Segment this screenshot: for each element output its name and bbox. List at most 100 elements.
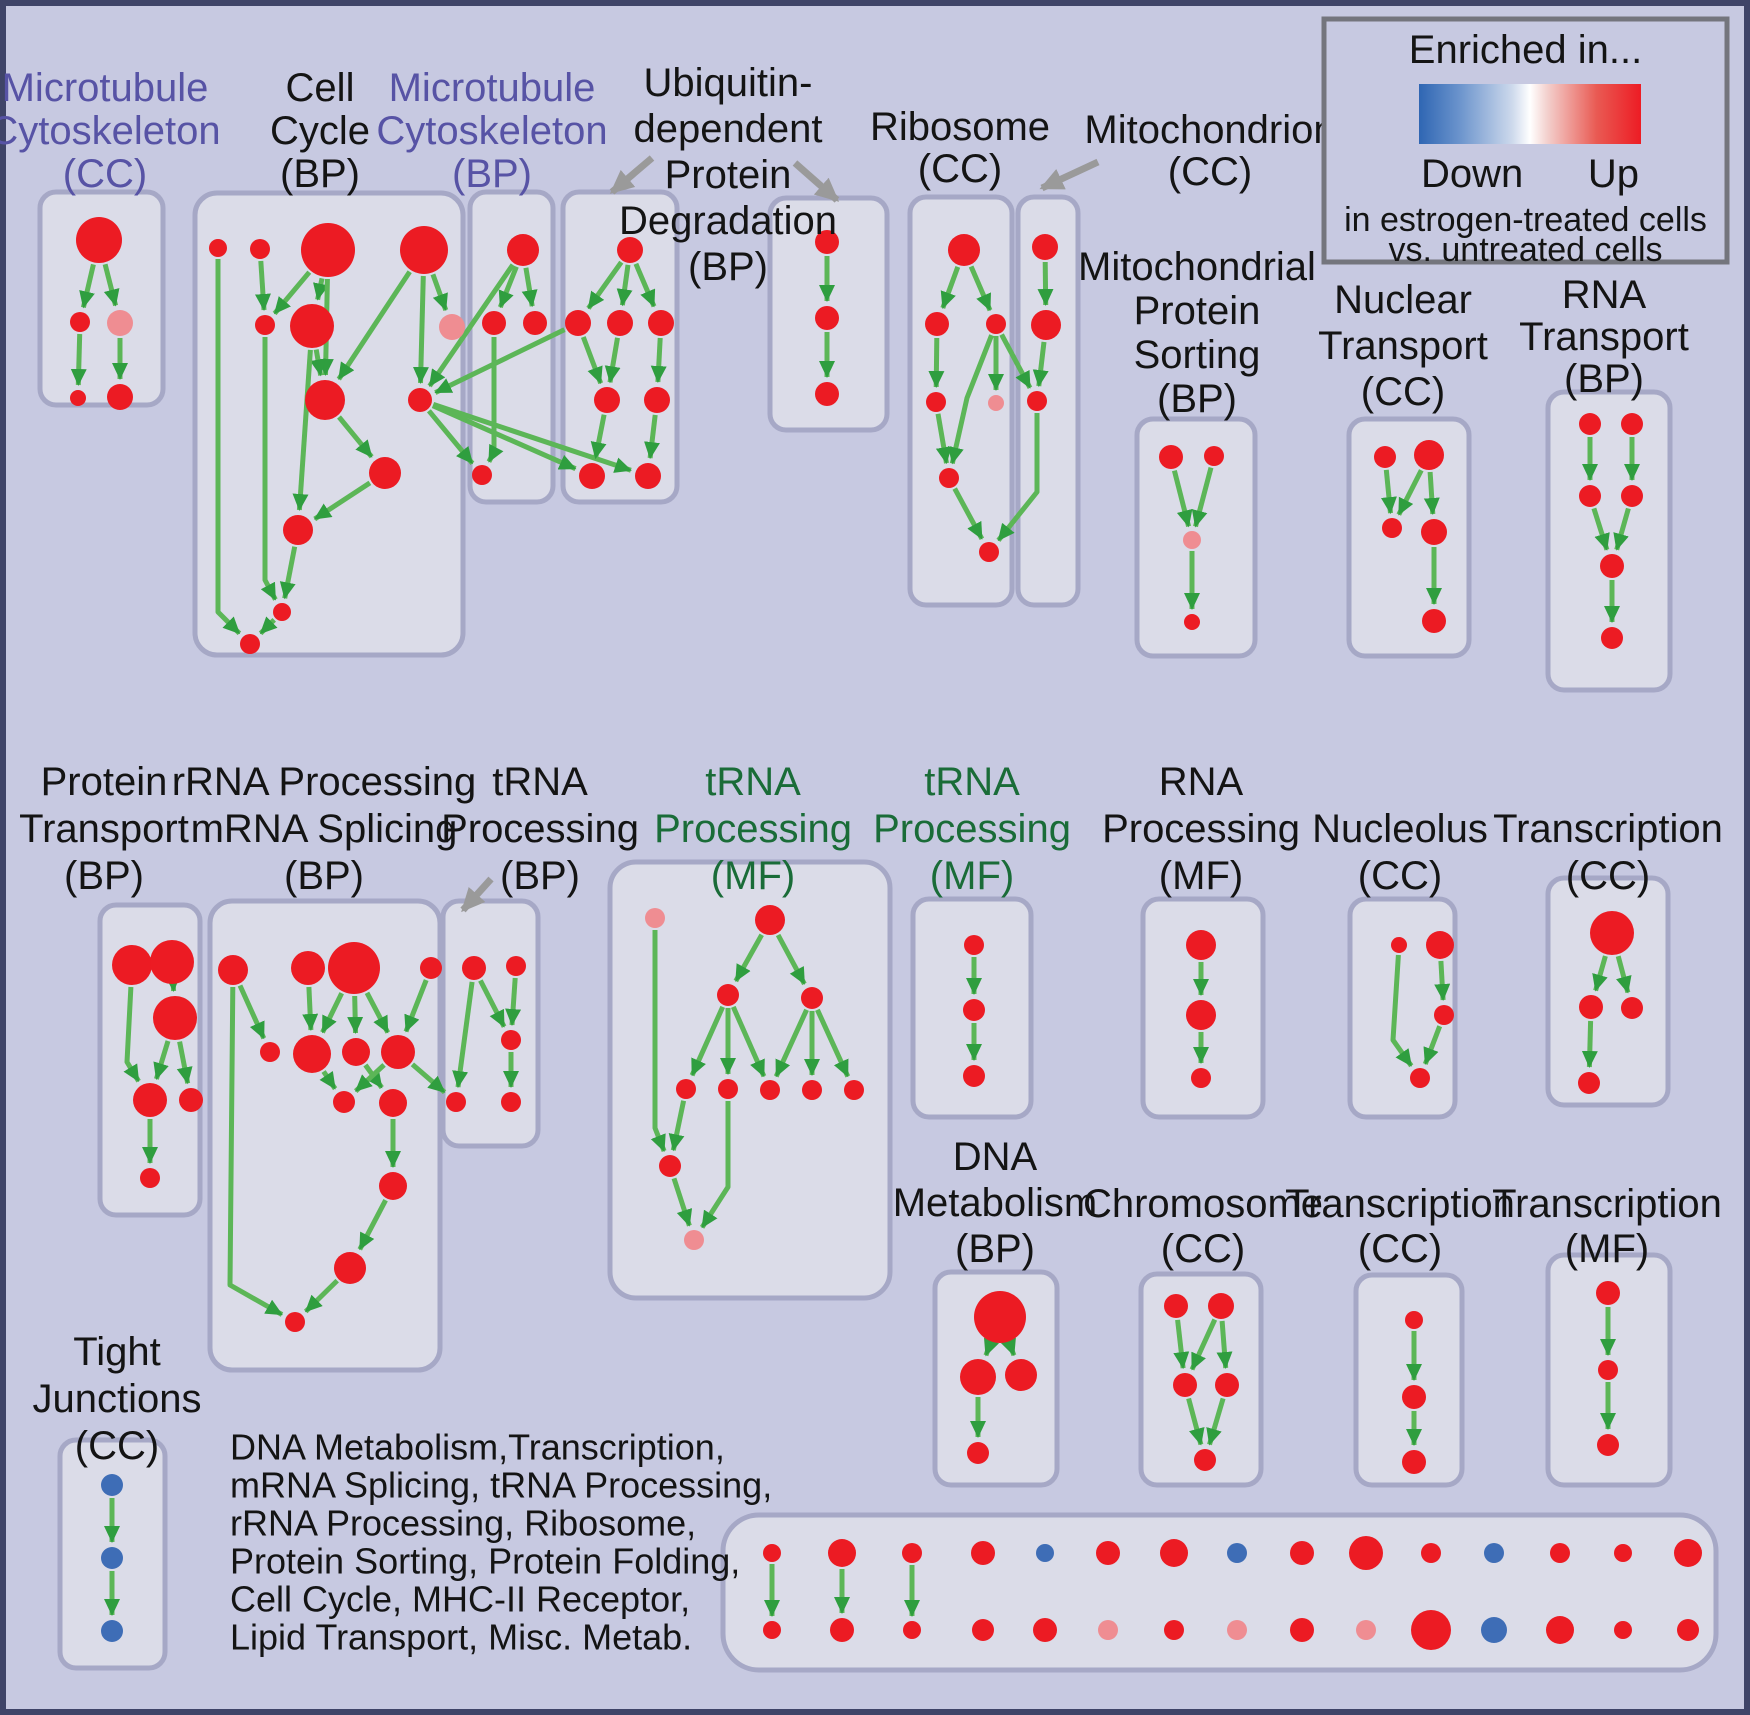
edge-chr3-chr5 <box>1186 1397 1205 1446</box>
label-chr-line1: Chromosome <box>1083 1182 1323 1226</box>
node-mit1 <box>1032 234 1058 260</box>
label-cc-line3: (BP) <box>280 152 360 196</box>
node-rpm2 <box>1186 1000 1216 1030</box>
label-nuct-line1: Nuclear <box>1334 278 1472 322</box>
legend-up-label: Up <box>1588 152 1639 196</box>
label-rib-line1: Ribosome <box>870 105 1050 149</box>
edge-tm1c-tm1g <box>731 1005 767 1078</box>
node-mtcc4 <box>70 390 86 406</box>
legend-gradient-bar <box>1419 84 1641 144</box>
node-mtbp3 <box>523 311 547 335</box>
edge-ubl2-cc9 <box>434 327 566 395</box>
node-chr5 <box>1194 1449 1216 1471</box>
label-tj-line3: (CC) <box>75 1424 159 1468</box>
node-rrn7 <box>342 1038 370 1066</box>
node-tmf3 <box>1597 1434 1619 1456</box>
label-tj-line1: Tight <box>73 1330 160 1374</box>
node-br1_7 <box>1160 1539 1188 1567</box>
node-trb2 <box>506 956 526 976</box>
label-rrn-line3: (BP) <box>284 854 364 898</box>
edge-tm1f-tm1k <box>699 1101 731 1229</box>
label-ubiq-line3: Protein <box>665 153 792 197</box>
node-mps2 <box>1204 446 1224 466</box>
node-rnt2 <box>1621 413 1643 435</box>
edge-ubl6-ubl8 <box>644 414 660 460</box>
label-cc-line1: Cell <box>286 66 355 110</box>
group-box-tc1 <box>1545 875 1671 1108</box>
edge-dna1-dna2 <box>983 1337 999 1357</box>
edge-cc4-cc8 <box>336 270 412 381</box>
label-cc-line2: Cycle <box>270 109 370 153</box>
edge-cc9-mtbp4 <box>426 409 475 465</box>
edge-prt3-prt5 <box>176 1041 193 1085</box>
edge-ubl2-ubl5 <box>580 336 604 385</box>
node-br2_8 <box>1227 1620 1247 1640</box>
node-tm2_1 <box>964 935 984 955</box>
node-nlo2 <box>1426 931 1454 959</box>
node-trb4 <box>446 1092 466 1112</box>
edge-tm1b-tm1d <box>775 933 807 986</box>
node-cc5 <box>255 315 275 335</box>
node-rnt1 <box>1579 413 1601 435</box>
node-rrn12 <box>334 1252 366 1284</box>
node-tc2_3 <box>1402 1450 1426 1474</box>
node-cc10 <box>369 457 401 489</box>
label-trb-line3: (BP) <box>500 854 580 898</box>
edge-tc1_2-tc1_4 <box>1581 1020 1598 1068</box>
node-br1_11 <box>1421 1543 1441 1563</box>
node-mtcc1 <box>76 217 122 263</box>
edge-rib6-rib7 <box>952 487 985 540</box>
node-br2_7 <box>1164 1620 1184 1640</box>
node-tm1f <box>718 1079 738 1099</box>
label-dna-line3: (BP) <box>955 1227 1035 1271</box>
node-ubl7 <box>579 463 605 489</box>
label-nuct-line2: Transport <box>1318 324 1488 368</box>
node-br2_1 <box>763 1621 781 1639</box>
node-tj1 <box>101 1474 123 1496</box>
label-tm2-line3: (MF) <box>930 854 1014 898</box>
node-prt5 <box>179 1088 203 1112</box>
node-cc6 <box>290 304 334 348</box>
node-prt3 <box>153 996 197 1040</box>
node-rrn13 <box>285 1312 305 1332</box>
edge-rib4-rib6 <box>935 413 952 465</box>
node-br1_14 <box>1614 1544 1632 1562</box>
node-ubl3 <box>607 310 633 336</box>
label-tm1-line3: (MF) <box>711 854 795 898</box>
gray-pointer-arrow-1 <box>609 155 655 195</box>
edge-rrn8-rrn9 <box>354 1063 386 1093</box>
edge-mps2-mps3 <box>1191 466 1214 528</box>
label-tm1-line1: tRNA <box>705 760 801 804</box>
label-mtcc-line1: Microtubule <box>2 66 209 110</box>
node-tm1g <box>760 1080 780 1100</box>
node-mit2 <box>1031 310 1061 340</box>
edge-cc6-cc8 <box>310 349 326 377</box>
node-br1_8 <box>1227 1543 1247 1563</box>
node-mit3 <box>1027 391 1047 411</box>
node-nlo4 <box>1410 1068 1430 1088</box>
node-br1_3 <box>902 1543 922 1563</box>
node-rpm3 <box>1191 1068 1211 1088</box>
node-tmf2 <box>1598 1360 1618 1380</box>
edge-rib3-mit3 <box>999 333 1033 389</box>
label-tc2-line2: (CC) <box>1358 1227 1442 1271</box>
node-rrn5 <box>260 1042 280 1062</box>
edge-trb1-trb4 <box>452 981 475 1089</box>
edge-nlo2-nlo3 <box>1434 960 1451 1001</box>
label-tmf-line1: Transcription <box>1492 1182 1722 1226</box>
node-ubl6 <box>644 387 670 413</box>
node-tm1k <box>684 1230 704 1250</box>
node-cc7 <box>439 314 465 340</box>
label-mito-line2: (CC) <box>1168 150 1252 194</box>
label-nuct-line3: (CC) <box>1361 370 1445 414</box>
label-nlo-line2: (CC) <box>1358 854 1442 898</box>
node-rrn9 <box>333 1091 355 1113</box>
node-cc8 <box>305 380 345 420</box>
node-br2_6 <box>1098 1620 1118 1640</box>
node-ubr2 <box>815 306 839 330</box>
node-mps3 <box>1183 531 1201 549</box>
node-tmf1 <box>1596 1281 1620 1305</box>
node-cc1 <box>209 239 227 257</box>
node-rib3 <box>986 314 1006 334</box>
edge-rrn6-rrn9 <box>319 1070 338 1091</box>
